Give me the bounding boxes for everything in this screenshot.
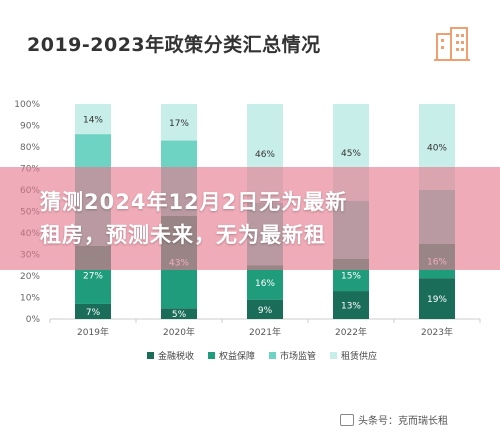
- legend-item-jinrong: 金融税收: [147, 349, 194, 362]
- y-tick-label: 80%: [20, 143, 40, 153]
- data-label: 13%: [341, 302, 361, 312]
- y-tick-label: 0%: [26, 315, 41, 325]
- bar-segment: [247, 265, 283, 300]
- y-tick-label: 10%: [20, 294, 40, 304]
- legend: 金融税收 权益保障 市场监管 租赁供应: [147, 349, 377, 362]
- data-label: 7%: [86, 308, 101, 318]
- x-tick-label: 2023年: [421, 326, 453, 338]
- data-label: 40%: [427, 144, 447, 154]
- data-label: 14%: [83, 116, 103, 126]
- legend-item-quanyi: 权益保障: [208, 349, 255, 362]
- legend-swatch: [147, 352, 154, 359]
- data-label: 16%: [255, 279, 275, 289]
- data-label: 27%: [83, 271, 103, 281]
- legend-swatch: [330, 352, 338, 359]
- bar-segment: [161, 104, 197, 141]
- bar-segment: [75, 104, 111, 135]
- data-label: 9%: [258, 306, 273, 316]
- banner-text: 猜测2024年12月2日无为最新 租房，预测未来，无为最新租: [40, 186, 480, 252]
- x-tick-label: 2021年: [249, 326, 281, 338]
- data-label: 45%: [341, 149, 361, 159]
- banner-line-2: 租房，预测未来，无为最新租: [40, 223, 326, 247]
- data-label: 46%: [255, 150, 275, 160]
- chart-title: 2019-2023年政策分类汇总情况: [27, 34, 321, 56]
- legend-label: 市场监管: [280, 352, 317, 362]
- data-label: 17%: [169, 119, 189, 129]
- legend-item-shichang: 市场监管: [269, 349, 316, 362]
- x-tick-label: 2019年: [77, 326, 109, 338]
- data-label: 15%: [341, 271, 361, 281]
- bar-segment: [419, 278, 455, 319]
- bar-segment: [75, 303, 111, 319]
- building-icon: [433, 24, 471, 64]
- data-label: 19%: [427, 295, 447, 305]
- legend-label: 金融税收: [158, 352, 195, 362]
- y-tick-label: 20%: [20, 272, 40, 282]
- tv-icon: [340, 413, 354, 426]
- x-tick-label: 2020年: [163, 326, 195, 338]
- legend-item-zulin: 租赁供应: [330, 349, 377, 362]
- y-tick-label: 90%: [20, 122, 40, 132]
- legend-swatch: [269, 352, 277, 359]
- overlay-banner: [0, 167, 500, 270]
- data-label: 5%: [172, 310, 187, 320]
- legend-label: 租赁供应: [341, 352, 378, 362]
- legend-swatch: [208, 352, 216, 359]
- x-tick-label: 2022年: [335, 326, 367, 338]
- banner-line-1: 猜测2024年12月2日无为最新: [40, 190, 348, 214]
- bar-segment: [333, 291, 369, 319]
- y-tick-label: 100%: [14, 100, 40, 110]
- watermark-text: 头条号：克而瑞长租: [358, 416, 448, 427]
- bar-segment: [247, 299, 283, 319]
- watermark: 头条号：克而瑞长租: [340, 412, 448, 427]
- bar-segment: [161, 308, 197, 319]
- legend-label: 权益保障: [219, 352, 256, 362]
